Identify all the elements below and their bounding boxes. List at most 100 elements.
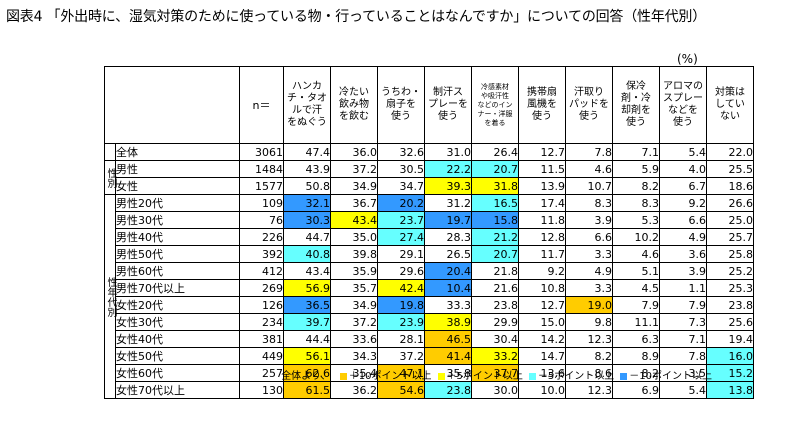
column-header-line: ルで汗 (292, 105, 322, 116)
value-cell: 30.3 (283, 211, 331, 229)
value-cell: 22.2 (424, 160, 472, 178)
value-cell: 34.9 (330, 296, 378, 314)
value-cell: 3.3 (565, 245, 613, 263)
sample-size-cell: 1484 (239, 160, 284, 178)
value-cell: 31.0 (424, 143, 472, 161)
value-cell: 29.9 (471, 313, 519, 331)
row-label: 全体 (115, 143, 240, 161)
table-row: 全体 3061 47.4 36.0 32.6 31.0 26.4 12.7 7.8 7.1 5.4 2… (104, 143, 754, 161)
column-header-line: ハンカ (292, 81, 322, 92)
value-cell: 20.2 (377, 194, 425, 212)
table-row: 女性40代 381 44.4 33.6 28.1 46.5 30.4 14.2 12.3 6.3 7… (105, 330, 754, 348)
legend-label: ＋5ポイント以上 (446, 371, 523, 382)
column-header-line: を着る (484, 118, 506, 127)
value-cell: 23.9 (377, 313, 425, 331)
value-cell: 29.6 (377, 262, 425, 280)
value-cell: 10.4 (424, 279, 472, 297)
legend-label: ＋10ポイント以上 (348, 371, 432, 382)
value-cell: 10.2 (612, 228, 660, 246)
value-cell: 31.8 (471, 177, 519, 195)
value-cell: 25.2 (706, 262, 754, 280)
legend: 全体より、 ＋10ポイント以上 ＋5ポイント以上 －5ポイント以上 －10ポイント以上 (0, 367, 712, 382)
value-cell: 26.6 (706, 194, 754, 212)
value-cell: 16.0 (706, 347, 754, 365)
value-cell: 12.7 (518, 296, 566, 314)
value-cell: 7.9 (612, 296, 660, 314)
column-header-line: ない (720, 111, 740, 122)
value-cell: 21.8 (471, 262, 519, 280)
value-cell: 11.7 (518, 245, 566, 263)
value-cell: 17.4 (518, 194, 566, 212)
sample-size-cell: 381 (239, 330, 284, 348)
table-body: 全体 3061 47.4 36.0 32.6 31.0 26.4 12.7 7.8 7.1 5.4 2… (104, 143, 754, 399)
sample-size-cell: 109 (239, 194, 284, 212)
value-cell: 6.6 (565, 228, 613, 246)
table-row: 男性70代以上 269 56.9 35.7 42.4 10.4 21.6 10.8 3.3 4.5… (105, 279, 754, 297)
row-label: 女性30代 (115, 313, 240, 331)
value-cell: 3.6 (659, 245, 707, 263)
column-header-line: してい (715, 99, 745, 110)
value-cell: 23.8 (424, 381, 472, 399)
value-cell: 19.7 (424, 211, 472, 229)
value-cell: 8.2 (565, 347, 613, 365)
row-label: 男性60代 (115, 262, 240, 280)
column-header-line: 使う (579, 111, 599, 122)
column-header-line: 風機を (527, 99, 557, 110)
value-cell: 31.2 (424, 194, 472, 212)
value-cell: 42.4 (377, 279, 425, 297)
value-cell: 12.7 (518, 143, 566, 161)
value-cell: 29.1 (377, 245, 425, 263)
value-cell: 33.6 (330, 330, 378, 348)
column-header-line: や吸汗性 (481, 91, 509, 100)
value-cell: 4.0 (659, 160, 707, 178)
value-cell: 47.4 (283, 143, 331, 161)
value-cell: 4.9 (565, 262, 613, 280)
value-cell: 36.7 (330, 194, 378, 212)
column-header-line: を飲む (339, 111, 369, 122)
value-cell: 30.0 (471, 381, 519, 399)
row-label: 男性40代 (115, 228, 240, 246)
value-cell: 41.4 (424, 347, 472, 365)
value-cell: 16.5 (471, 194, 519, 212)
value-cell: 50.8 (283, 177, 331, 195)
legend-prefix: 全体より、 (281, 371, 331, 382)
column-header-line: 使う (391, 111, 411, 122)
table-row: 性別 男性 1484 43.9 37.2 30.5 22.2 20.7 11.5 4.6 5.9 4.… (104, 160, 754, 195)
column-header-line: などのイン (477, 100, 513, 109)
value-cell: 25.8 (706, 245, 754, 263)
row-group-label (104, 143, 116, 161)
column-header-line: アロマの (663, 81, 703, 92)
value-cell: 37.2 (330, 160, 378, 178)
value-cell: 7.1 (659, 330, 707, 348)
row-label: 女性 (115, 177, 240, 195)
value-cell: 10.8 (518, 279, 566, 297)
column-header-line: うちわ・ (381, 87, 421, 98)
value-cell: 32.1 (283, 194, 331, 212)
value-cell: 5.3 (612, 211, 660, 229)
sample-size-cell: 226 (239, 228, 284, 246)
column-header-line: 冷たい (339, 87, 369, 98)
value-cell: 8.9 (612, 347, 660, 365)
table-row: 男性40代 226 44.7 35.0 27.4 28.3 21.2 12.8 6.6 10.2 4… (105, 228, 754, 246)
column-header: 汗取り パッドを 使う (565, 66, 613, 144)
value-cell: 12.3 (565, 330, 613, 348)
value-cell: 18.6 (706, 177, 754, 195)
value-cell: 33.2 (471, 347, 519, 365)
value-cell: 27.4 (377, 228, 425, 246)
column-header-line: プレーを (428, 99, 468, 110)
header-blank (104, 66, 240, 144)
value-cell: 21.2 (471, 228, 519, 246)
table-row: 男性30代 76 30.3 43.4 23.7 19.7 15.8 11.8 3.9 5.3 6.6… (105, 211, 754, 229)
column-header-line: 扇子を (386, 99, 416, 110)
row-label: 女性70代以上 (115, 381, 240, 399)
value-cell: 21.6 (471, 279, 519, 297)
value-cell: 33.3 (424, 296, 472, 314)
value-cell: 5.4 (659, 381, 707, 399)
column-header: 携帯扇 風機を 使う (518, 66, 566, 144)
value-cell: 9.2 (518, 262, 566, 280)
value-cell: 32.6 (377, 143, 425, 161)
sample-size-cell: 269 (239, 279, 284, 297)
value-cell: 30.5 (377, 160, 425, 178)
value-cell: 39.8 (330, 245, 378, 263)
value-cell: 25.6 (706, 313, 754, 331)
